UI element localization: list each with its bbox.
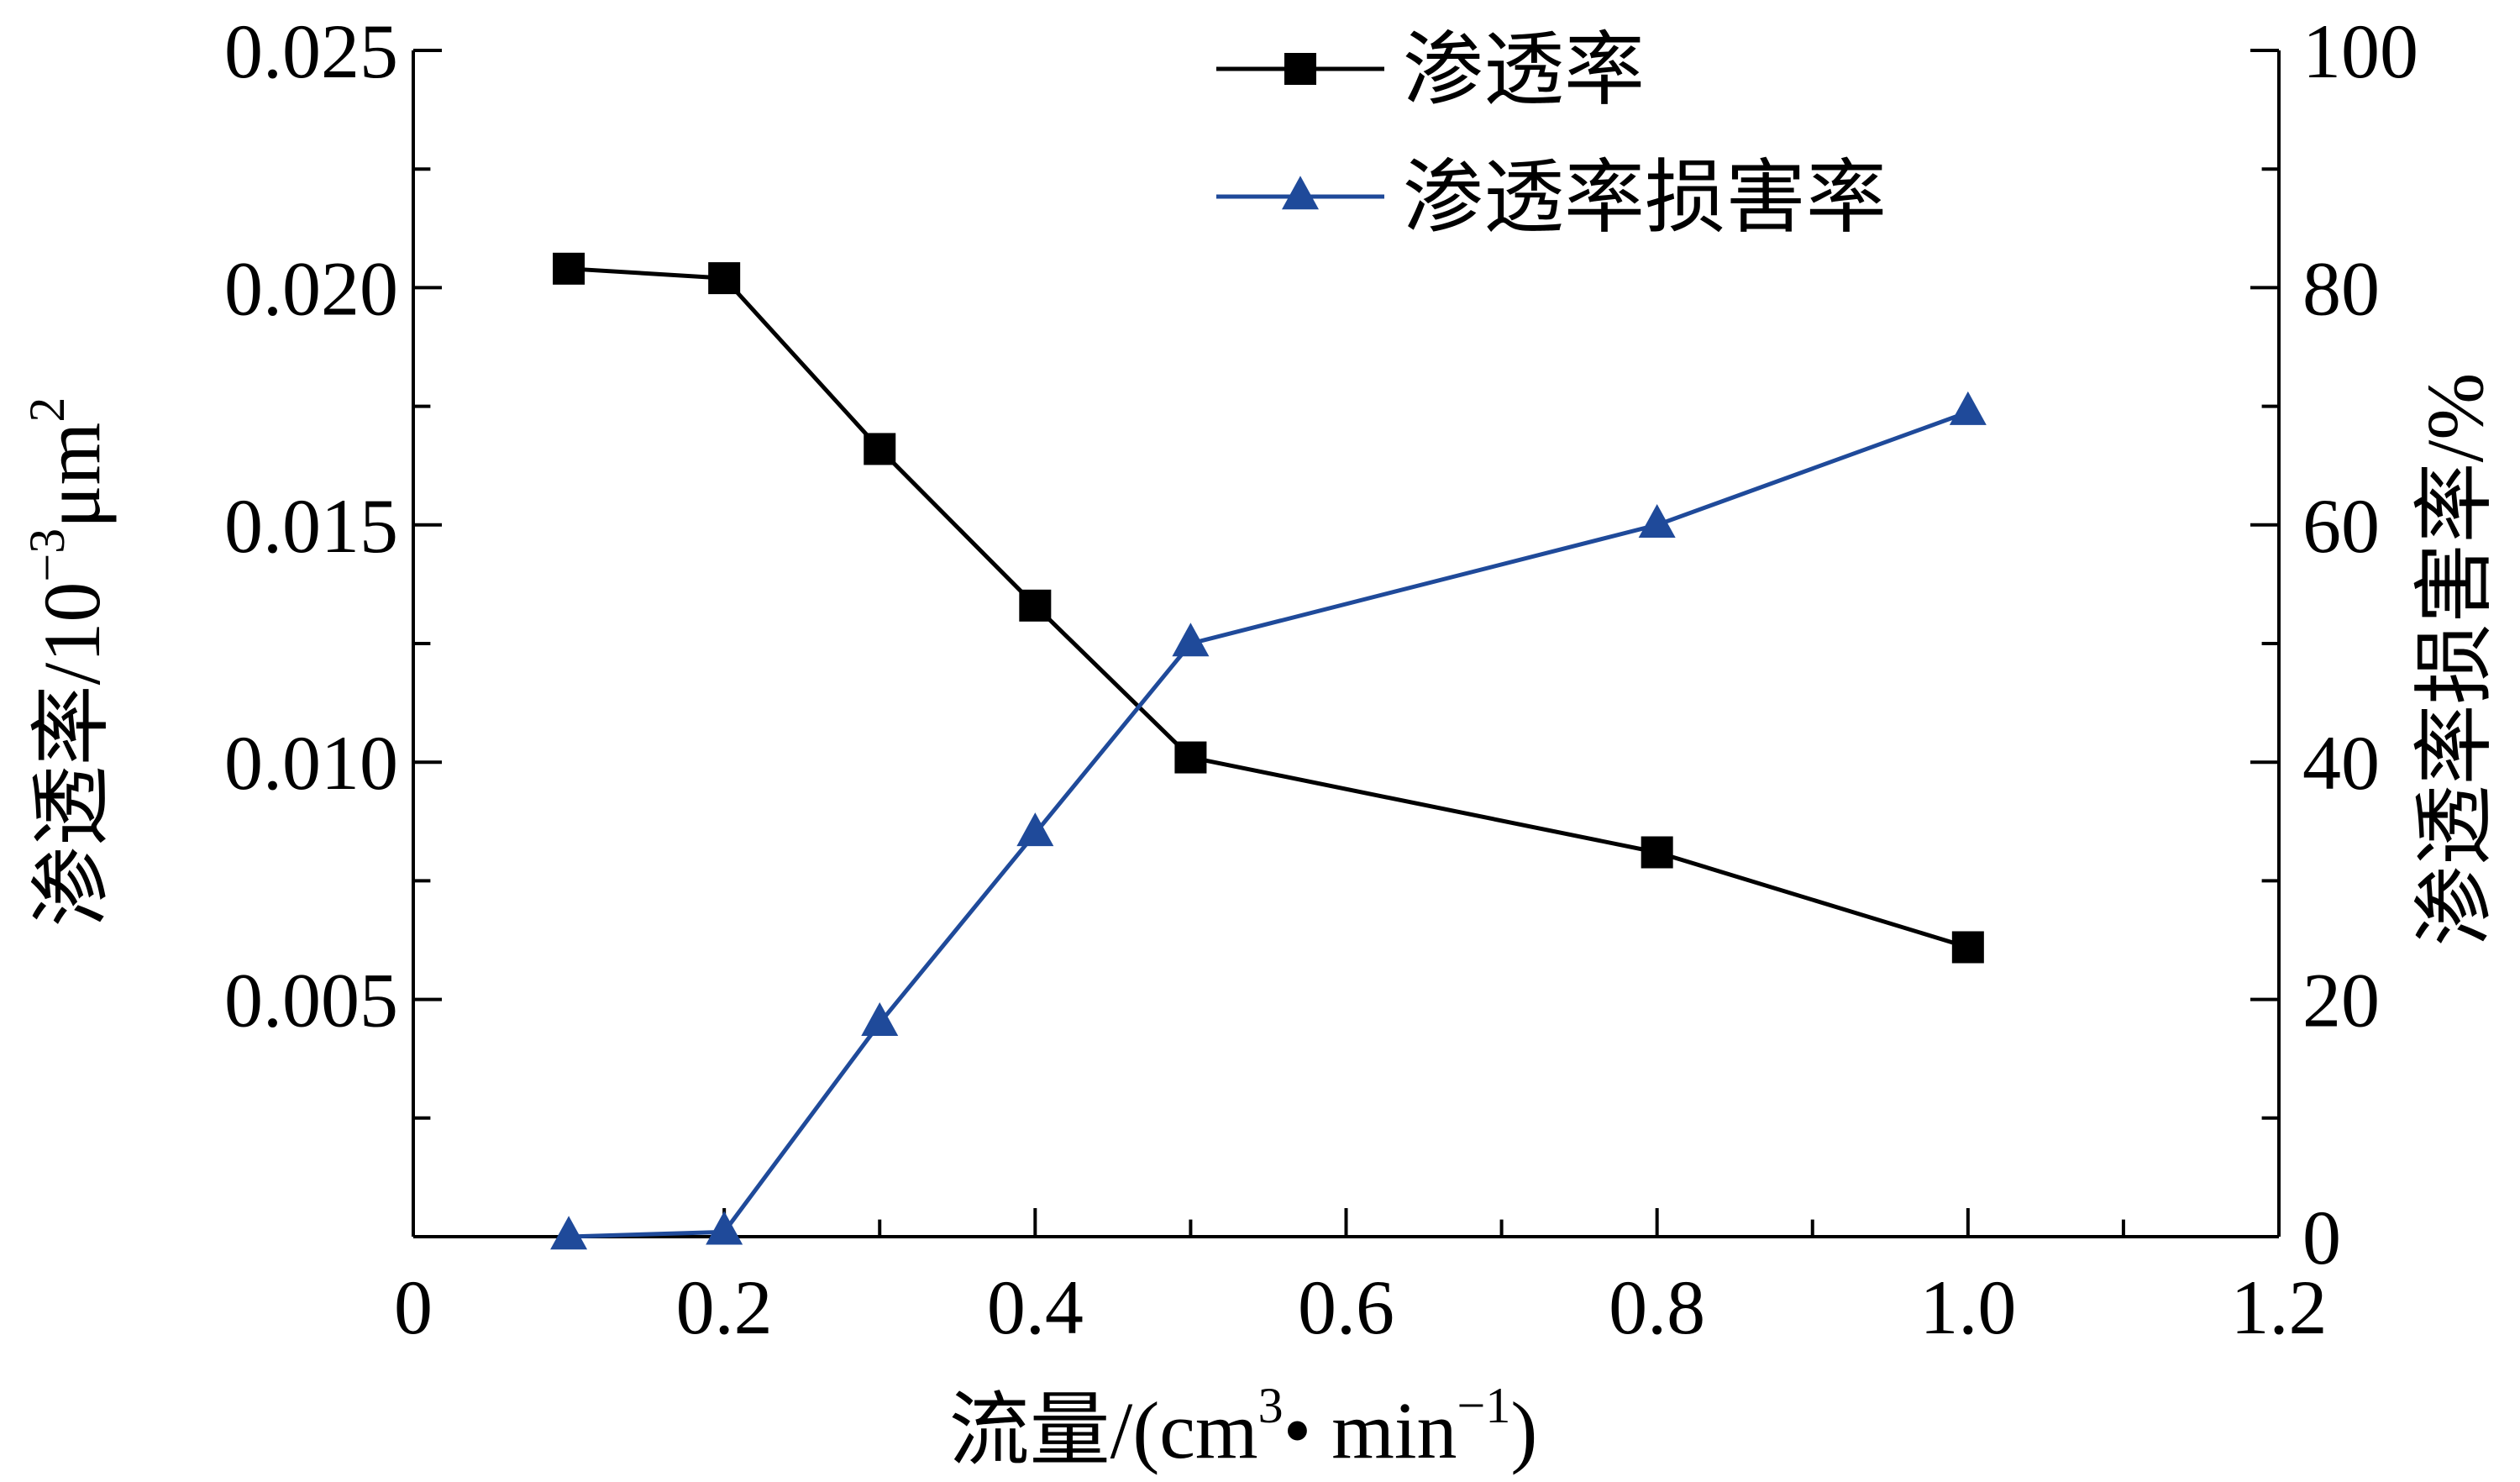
y-axis-title-main: 渗透率/10	[27, 582, 117, 928]
x-axis-title-sup1: 3	[1258, 1378, 1284, 1433]
y2-tick-label: 0	[2302, 1195, 2341, 1280]
y-tick-label: 0.025	[224, 8, 398, 94]
x-axis-title-main: 流量/(cm	[949, 1385, 1258, 1475]
series-line-1	[568, 266, 1969, 949]
x-axis-title-sup2: −1	[1457, 1378, 1511, 1433]
series-2-point	[1638, 504, 1676, 538]
series-2-point	[550, 1216, 588, 1250]
series-1-point	[1951, 931, 1984, 964]
y-axis-title-sup1: −3	[19, 528, 75, 582]
series-line-2	[569, 410, 1969, 1239]
series-2-point	[1949, 391, 1987, 425]
x-axis-ticks: 0 0.2 0.4 0.6 0.8 1.0 1.2	[394, 1208, 2328, 1350]
series-1-point	[708, 262, 741, 295]
series-2-point	[1016, 812, 1054, 847]
series-1-point	[1174, 741, 1207, 774]
y-axis-ticks: 0.005 0.010 0.015 0.020 0.025	[224, 8, 442, 1120]
x-tick-label: 0.2	[676, 1264, 773, 1350]
series-2-point	[861, 1002, 899, 1037]
y2-axis-title: 渗透率损害率/%	[2410, 373, 2500, 947]
x-axis-title: 流量/(cm3• min−1)	[949, 1378, 1538, 1475]
y2-tick-label: 60	[2302, 483, 2380, 569]
series-2-point	[1172, 623, 1210, 657]
series-1-point	[1019, 589, 1052, 622]
y-axis-title-mid: μm	[27, 423, 117, 528]
series-1-point	[1641, 836, 1673, 869]
legend-label-2: 渗透率损害率	[1403, 153, 1887, 243]
x-tick-label: 0.4	[987, 1264, 1084, 1350]
series-2-point	[706, 1211, 743, 1245]
y-axis-title: 渗透率/10−3μm2	[19, 397, 117, 928]
y-tick-label: 0.015	[224, 483, 398, 569]
legend-label-1: 渗透率	[1403, 25, 1645, 115]
y2-axis-ticks: 0 20 40 60 80 100	[2250, 8, 2418, 1280]
x-axis-title-mid: • min	[1284, 1385, 1457, 1475]
x-tick-label: 1.2	[2231, 1264, 2328, 1350]
plot-frame	[412, 50, 2281, 1238]
legend-marker-2	[1282, 176, 1319, 210]
y-tick-label: 0.010	[224, 720, 398, 806]
y2-tick-label: 40	[2302, 720, 2380, 806]
x-tick-label: 1.0	[1919, 1264, 2016, 1350]
legend-marker-1	[1284, 53, 1316, 85]
x-tick-label: 0.8	[1609, 1264, 1705, 1350]
y2-tick-label: 20	[2302, 958, 2380, 1043]
y2-tick-label: 100	[2302, 8, 2418, 94]
y2-tick-label: 80	[2302, 245, 2380, 331]
y-tick-label: 0.020	[224, 245, 398, 331]
x-tick-label: 0.6	[1298, 1264, 1394, 1350]
y-axis-title-sup2: 2	[19, 397, 75, 423]
y-tick-label: 0.005	[224, 958, 398, 1043]
series-1-point	[864, 433, 896, 465]
x-tick-label: 0	[394, 1264, 433, 1350]
series-1-point	[553, 252, 585, 285]
x-axis-title-end: )	[1510, 1385, 1537, 1475]
series-layer	[550, 252, 1987, 1250]
